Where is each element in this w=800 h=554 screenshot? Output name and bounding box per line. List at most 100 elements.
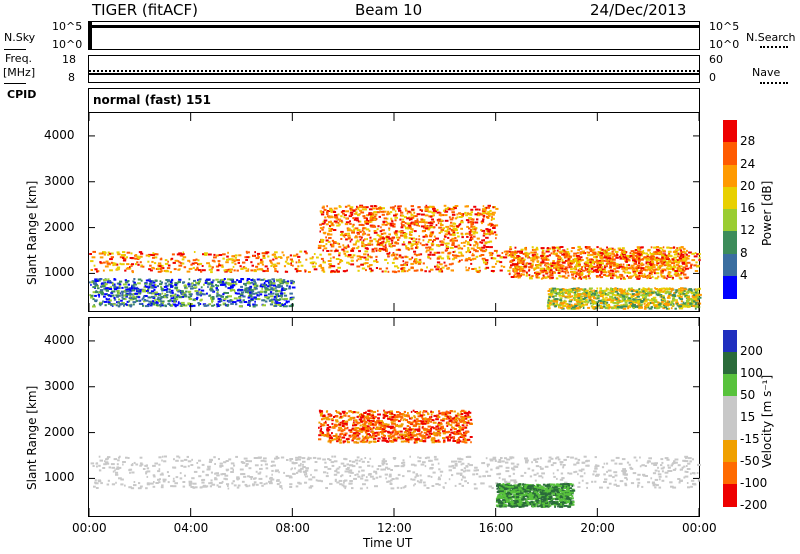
heatmap-cell — [375, 267, 378, 269]
heatmap-cell — [350, 229, 353, 232]
heatmap-cell — [244, 291, 249, 294]
heatmap-cell — [254, 464, 259, 467]
heatmap-cell — [596, 261, 600, 264]
heatmap-cell — [353, 218, 357, 221]
heatmap-cell — [129, 305, 132, 308]
heatmap-cell — [334, 216, 339, 219]
heatmap-cell — [330, 270, 335, 273]
heatmap-cell — [588, 277, 591, 280]
heatmap-cell — [516, 258, 521, 261]
heatmap-cell — [384, 258, 388, 261]
heatmap-cell — [143, 299, 147, 301]
heatmap-cell — [486, 217, 490, 219]
heatmap-cell — [605, 253, 609, 256]
heatmap-cell — [285, 301, 288, 304]
heatmap-cell — [412, 471, 416, 474]
heatmap-cell — [518, 257, 521, 259]
heatmap-cell — [672, 462, 676, 465]
heatmap-cell — [386, 217, 389, 220]
heatmap-cell — [694, 301, 699, 304]
heatmap-cell — [591, 305, 594, 308]
heatmap-cell — [451, 244, 455, 246]
heatmap-cell — [211, 296, 215, 298]
heatmap-cell — [443, 204, 447, 207]
heatmap-cell — [179, 254, 184, 257]
heatmap-cell — [218, 264, 222, 267]
heatmap-cell — [262, 285, 266, 287]
heatmap-cell — [520, 474, 524, 477]
heatmap-cell — [424, 227, 429, 230]
heatmap-cell — [275, 285, 278, 288]
heatmap-cell — [411, 216, 414, 219]
heatmap-cell — [549, 267, 553, 270]
heatmap-cell — [345, 238, 348, 241]
heatmap-cell — [540, 277, 543, 280]
heatmap-cell — [336, 270, 340, 273]
heatmap-cell — [535, 266, 540, 269]
heatmap-cell — [365, 258, 369, 261]
heatmap-cell — [664, 471, 669, 474]
heatmap-cell — [421, 244, 425, 247]
heatmap-cell — [290, 262, 292, 265]
heatmap-cell — [611, 293, 616, 296]
heatmap-cell — [389, 206, 394, 209]
heatmap-cell — [491, 487, 494, 490]
heatmap-cell — [676, 294, 680, 297]
heatmap-cell — [246, 278, 251, 280]
heatmap-cell — [460, 463, 463, 466]
heatmap-cell — [221, 283, 226, 286]
heatmap-cell — [599, 293, 602, 296]
heatmap-cell — [640, 300, 644, 302]
heatmap-cell — [465, 266, 467, 269]
heatmap-cell — [375, 472, 378, 475]
heatmap-cell — [630, 302, 633, 305]
heatmap-cell — [643, 298, 645, 301]
heatmap-cell — [119, 466, 122, 469]
heatmap-cell — [596, 287, 599, 290]
heatmap-cell — [262, 255, 266, 257]
heatmap-cell — [248, 460, 252, 463]
heatmap-cell — [208, 265, 212, 268]
heatmap-cell — [322, 205, 325, 208]
heatmap-cell — [407, 210, 411, 213]
heatmap-cell — [474, 221, 479, 224]
heatmap-cell — [145, 305, 149, 308]
heatmap-cell — [458, 223, 462, 226]
heatmap-cell — [548, 288, 551, 291]
heatmap-cell — [215, 295, 219, 298]
heatmap-cell — [692, 300, 696, 303]
heatmap-cell — [248, 299, 252, 302]
heatmap-cell — [622, 252, 626, 254]
heatmap-cell — [555, 264, 558, 267]
heatmap-cell — [212, 290, 216, 293]
heatmap-cell — [404, 485, 407, 488]
heatmap-cell — [546, 258, 550, 261]
heatmap-cell — [676, 247, 679, 250]
heatmap-cell — [577, 296, 580, 299]
heatmap-cell — [382, 220, 385, 223]
heatmap-cell — [680, 251, 684, 254]
heatmap-cell — [127, 288, 132, 291]
heatmap-cell — [660, 271, 664, 274]
heatmap-cell — [180, 295, 185, 298]
heatmap-cell — [448, 257, 451, 260]
heatmap-cell — [341, 232, 344, 235]
heatmap-cell — [112, 282, 114, 285]
heatmap-cell — [238, 289, 242, 292]
heatmap-cell — [184, 295, 188, 298]
heatmap-cell — [535, 460, 539, 463]
heatmap-cell — [232, 282, 235, 285]
heatmap-cell — [435, 237, 439, 240]
heatmap-cell — [646, 255, 649, 257]
heatmap-cell — [540, 254, 544, 257]
heatmap-cell — [362, 245, 366, 248]
heatmap-cell — [168, 288, 171, 291]
heatmap-cell — [103, 253, 106, 256]
heatmap-cell — [516, 268, 520, 271]
heatmap-cell — [654, 277, 659, 280]
heatmap-cell — [534, 255, 538, 258]
heatmap-cell — [411, 237, 415, 240]
heatmap-cell — [140, 279, 143, 282]
heatmap-cell — [247, 251, 250, 254]
heatmap-cell — [436, 261, 441, 264]
